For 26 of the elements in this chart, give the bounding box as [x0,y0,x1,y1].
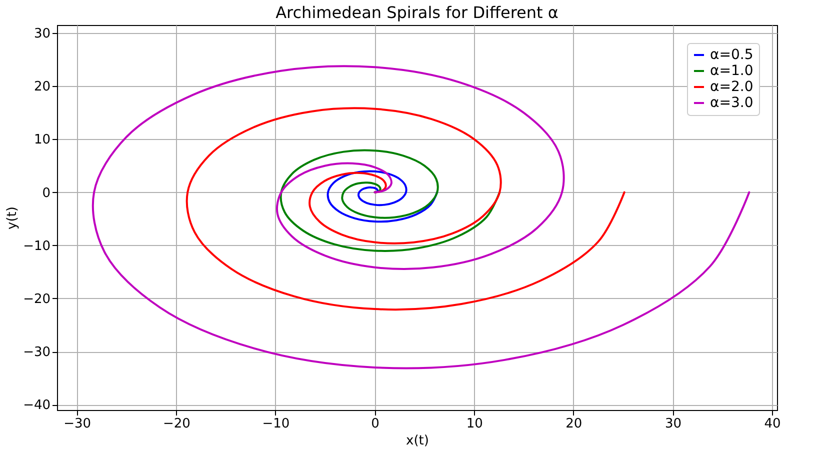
x-tick-label: 40 [764,416,781,432]
y-tick-label: −10 [23,238,50,254]
y-tick-label: 20 [34,80,50,95]
x-tick-label: 0 [371,416,380,432]
line-series [326,170,438,223]
y-tick-label: 30 [34,26,50,42]
x-tick-label: −30 [64,416,92,432]
y-tick-label: −30 [23,345,50,360]
legend-label: α=0.5 [710,47,754,63]
y-axis-title: y(t) [5,206,20,230]
x-tick-label: 20 [566,416,582,432]
x-axis-title: x(t) [406,434,429,448]
line-series [280,149,501,252]
x-tick-label: 10 [466,416,483,432]
line-series [186,107,626,311]
y-tick-label: 10 [34,132,50,148]
legend-label: α=3.0 [710,95,754,111]
chart-title: Archimedean Spirals for Different α [276,3,558,22]
y-tick-label: −20 [23,292,50,307]
x-tick-label: 30 [664,416,682,432]
legend-label: α=2.0 [710,79,754,95]
x-tick-label: −20 [162,416,190,432]
y-tick-label: 0 [42,186,50,201]
y-tick-label: −40 [23,398,50,414]
legend-label: α=1.0 [710,63,754,79]
x-tick-label: −10 [262,416,290,432]
